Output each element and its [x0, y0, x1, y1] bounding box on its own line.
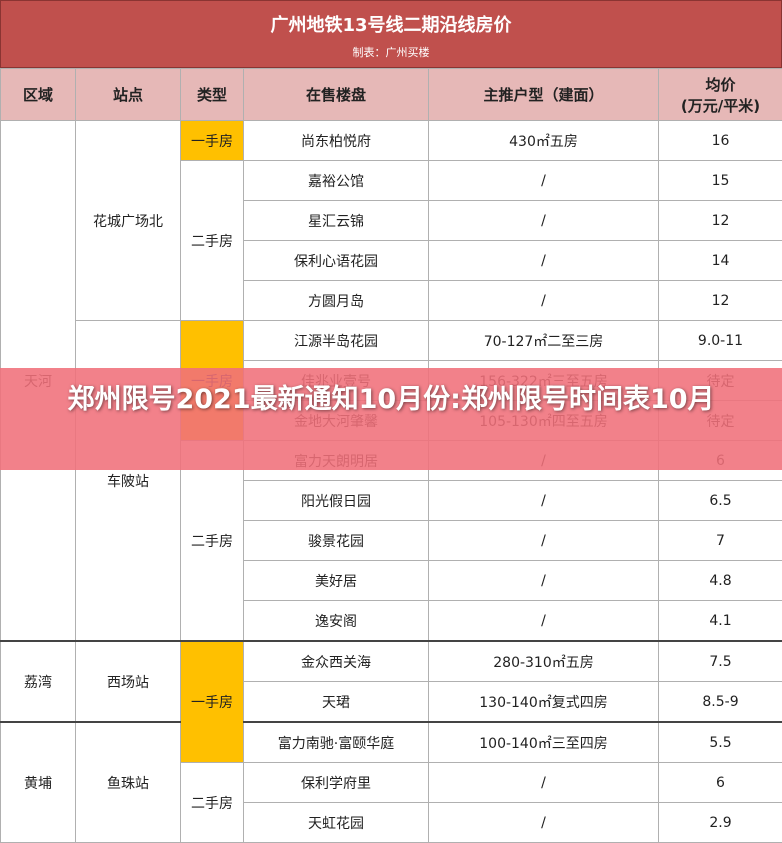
price-cell: 7 — [659, 521, 782, 561]
price-cell: 7.5 — [659, 641, 782, 682]
station-cell: 鱼珠站 — [76, 722, 181, 843]
estate-cell: 江源半岛花园 — [244, 321, 429, 361]
price-cell: 6 — [659, 763, 782, 803]
layout-cell: 280-310㎡五房 — [429, 641, 659, 682]
layout-cell: / — [429, 763, 659, 803]
price-cell: 16 — [659, 121, 782, 161]
price-cell: 6.5 — [659, 481, 782, 521]
layout-cell: / — [429, 601, 659, 642]
column-header-line: 均价 — [659, 74, 782, 95]
column-header: 主推户型（建面） — [429, 69, 659, 121]
price-cell: 15 — [659, 161, 782, 201]
estate-cell: 保利学府里 — [244, 763, 429, 803]
layout-cell: / — [429, 803, 659, 843]
price-cell: 14 — [659, 241, 782, 281]
estate-cell: 保利心语花园 — [244, 241, 429, 281]
district-cell: 荔湾 — [1, 641, 76, 722]
estate-cell: 骏景花园 — [244, 521, 429, 561]
estate-cell: 尚东柏悦府 — [244, 121, 429, 161]
layout-cell: / — [429, 281, 659, 321]
estate-cell: 星汇云锦 — [244, 201, 429, 241]
overlay-banner: 郑州限号2021最新通知10月份:郑州限号时间表10月 — [0, 368, 782, 470]
column-header-line: (万元/平米) — [659, 95, 782, 116]
layout-cell: 70-127㎡二至三房 — [429, 321, 659, 361]
column-header: 类型 — [181, 69, 244, 121]
column-header: 站点 — [76, 69, 181, 121]
layout-cell: / — [429, 481, 659, 521]
layout-cell: / — [429, 161, 659, 201]
table-row: 天河花城广场北一手房尚东柏悦府430㎡五房16 — [1, 121, 782, 161]
price-cell: 4.8 — [659, 561, 782, 601]
column-header: 均价(万元/平米) — [659, 69, 782, 121]
price-cell: 5.5 — [659, 722, 782, 763]
layout-cell: 430㎡五房 — [429, 121, 659, 161]
price-cell: 9.0-11 — [659, 321, 782, 361]
estate-cell: 富力南驰·富颐华庭 — [244, 722, 429, 763]
header-row: 区域 站点 类型 在售楼盘 主推户型（建面） 均价(万元/平米) — [1, 69, 782, 121]
price-cell: 8.5-9 — [659, 682, 782, 723]
estate-cell: 金众西关海 — [244, 641, 429, 682]
type-cell: 二手房 — [181, 763, 244, 843]
type-cell: 二手房 — [181, 161, 244, 321]
price-cell: 12 — [659, 201, 782, 241]
layout-cell: 100-140㎡三至四房 — [429, 722, 659, 763]
price-cell: 4.1 — [659, 601, 782, 642]
column-header: 区域 — [1, 69, 76, 121]
layout-cell: / — [429, 201, 659, 241]
title: 广州地铁13号线二期沿线房价 — [1, 1, 781, 37]
layout-cell: / — [429, 521, 659, 561]
price-cell: 12 — [659, 281, 782, 321]
station-cell: 西场站 — [76, 641, 181, 722]
estate-cell: 嘉裕公馆 — [244, 161, 429, 201]
header: 广州地铁13号线二期沿线房价 制表：广州买楼 — [0, 0, 782, 68]
station-cell: 花城广场北 — [76, 121, 181, 321]
layout-cell: / — [429, 241, 659, 281]
column-header: 在售楼盘 — [244, 69, 429, 121]
layout-cell: 130-140㎡复式四房 — [429, 682, 659, 723]
estate-cell: 逸安阁 — [244, 601, 429, 642]
estate-cell: 天珺 — [244, 682, 429, 723]
subtitle: 制表：广州买楼 — [1, 44, 781, 60]
layout-cell: / — [429, 561, 659, 601]
price-cell: 2.9 — [659, 803, 782, 843]
type-cell: 一手房 — [181, 641, 244, 763]
estate-cell: 阳光假日园 — [244, 481, 429, 521]
table-body: 天河花城广场北一手房尚东柏悦府430㎡五房16二手房嘉裕公馆/15星汇云锦/12… — [1, 121, 782, 843]
type-cell: 二手房 — [181, 441, 244, 642]
estate-cell: 美好居 — [244, 561, 429, 601]
district-cell: 黄埔 — [1, 722, 76, 843]
estate-cell: 方圆月岛 — [244, 281, 429, 321]
type-cell: 一手房 — [181, 121, 244, 161]
estate-cell: 天虹花园 — [244, 803, 429, 843]
